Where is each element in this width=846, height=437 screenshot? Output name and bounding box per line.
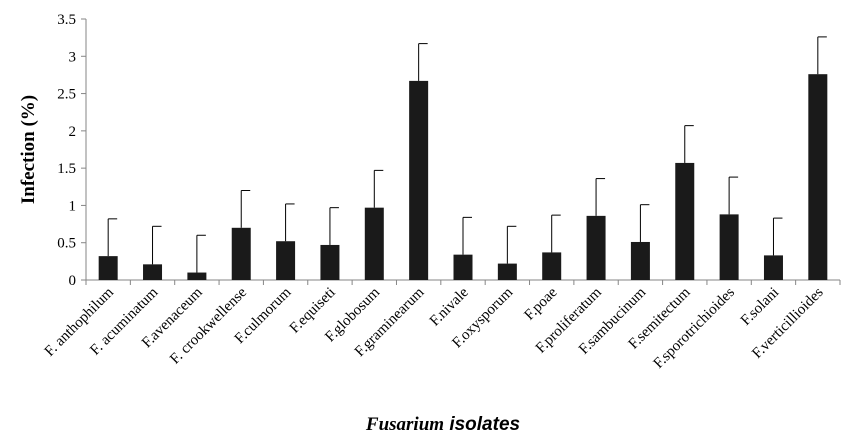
x-axis-title-genus: Fusarium (365, 414, 444, 435)
category-label: F. crookwellense (167, 284, 250, 367)
bar (808, 74, 828, 280)
y-tick-label: 0.5 (57, 236, 76, 252)
y-tick-label: 1.5 (57, 161, 76, 177)
bar (187, 272, 207, 280)
y-axis: 0 0.5 1 1.5 2 2.5 3 3.5 (57, 12, 87, 289)
category-label: F.solani (738, 285, 782, 329)
bar (497, 263, 517, 280)
bar (364, 207, 384, 280)
bar (409, 80, 429, 280)
bar (231, 227, 251, 280)
y-axis-title: Infection (%) (18, 95, 39, 204)
y-tick-label: 3 (69, 49, 77, 65)
y-tick-label: 1 (69, 198, 77, 214)
bar (143, 264, 163, 280)
category-label: F.nivale (427, 284, 472, 329)
bar (276, 241, 296, 280)
bar (763, 255, 783, 280)
bars (98, 74, 828, 280)
bar (98, 256, 118, 280)
x-axis-title: Fusarium isolates (365, 414, 520, 435)
category-label: F.poae (521, 284, 560, 323)
bar (542, 252, 562, 280)
bar (719, 214, 739, 280)
bar (630, 241, 650, 280)
x-axis-title-rest: isolates (444, 414, 520, 435)
bar (586, 215, 606, 280)
y-tick-label: 2.5 (57, 87, 76, 103)
bar (453, 254, 473, 280)
y-tick-label: 2 (69, 124, 77, 140)
bar (675, 162, 695, 280)
y-tick-label: 0 (69, 273, 77, 289)
y-tick-label: 3.5 (57, 12, 76, 28)
category-label: F.sporotrichioides (651, 284, 738, 371)
bar (320, 244, 340, 280)
error-bars (107, 36, 827, 273)
x-axis (85, 279, 841, 285)
